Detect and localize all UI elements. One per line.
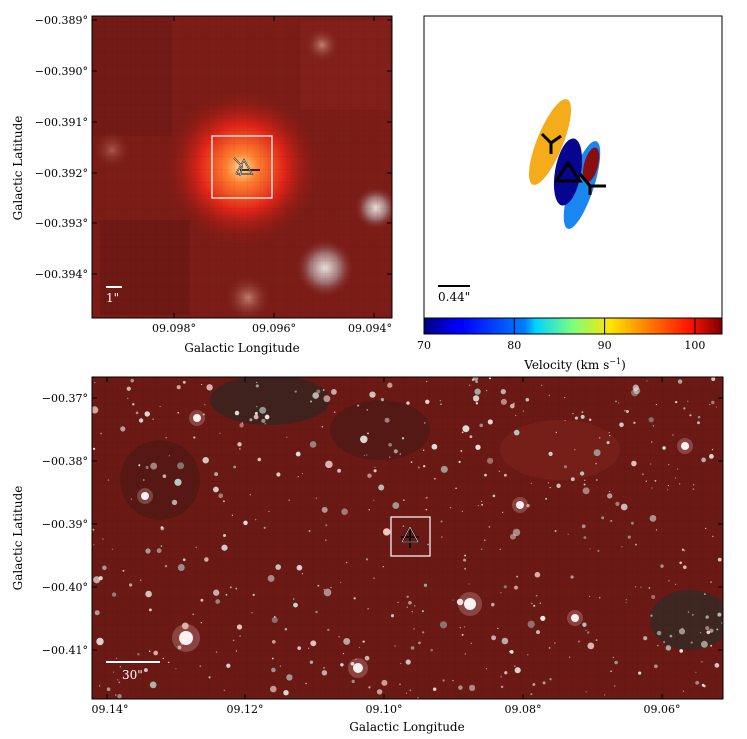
ellipse-darkred — [582, 147, 600, 183]
x-tick-label-a-1: 09.096° — [252, 322, 296, 335]
source-markers-b — [540, 132, 606, 195]
y-tick-label-a-2: −00.391° — [35, 116, 88, 129]
colorbar-ticks — [423, 318, 696, 334]
x-tick-label-a-0: 09.098° — [152, 322, 196, 335]
x-tick-label-c-2: 09.10° — [366, 703, 403, 716]
colorbar-tick-2: 90 — [598, 339, 612, 352]
y-tick-label-a-0: −00.389° — [35, 14, 88, 27]
scale-label-c: 30" — [122, 668, 143, 682]
y-tick-label-c-4: −00.41° — [42, 644, 88, 657]
x-tick-label-c-3: 09.08° — [505, 703, 542, 716]
y-axis-title-a: Galactic Latitude — [11, 116, 25, 221]
colorbar-tick-1: 80 — [507, 339, 521, 352]
x-tick-label-c-1: 09.12° — [227, 703, 264, 716]
colorbar-title: Velocity (km s−1) — [523, 357, 626, 372]
zoom-box-a — [211, 135, 273, 199]
y-tick-label-a-1: −00.390° — [35, 65, 88, 78]
panel-c-wide-field-image: 30" 09.14° 09.12° 09.10° 09.08° 09.06° −… — [11, 376, 724, 734]
colorbar-tick-3: 100 — [684, 339, 705, 352]
y-tick-label-c-2: −00.39° — [42, 518, 88, 531]
y-tick-label-c-1: −00.38° — [42, 455, 88, 468]
scale-label-a: 1" — [106, 291, 119, 305]
y-tick-label-c-0: −00.37° — [42, 392, 88, 405]
y-ticks-a — [92, 19, 392, 275]
x-ticks-a — [173, 16, 375, 318]
velocity-colorbar — [423, 317, 723, 335]
y-axis-title-c: Galactic Latitude — [11, 486, 25, 591]
panel-b-velocity-map: 0.44" 70 80 90 100 Velocity (km s−1) — [417, 15, 723, 372]
x-tick-label-a-2: 09.094° — [348, 322, 392, 335]
colorbar-tick-0: 70 — [417, 339, 431, 352]
zoom-box-c — [390, 516, 431, 557]
scale-label-b: 0.44" — [438, 290, 470, 304]
panel-a-zoom-image: 1" 09.098° 09.096° 09.094° −00.389° −00.… — [11, 14, 393, 355]
x-tick-label-c-4: 09.06° — [644, 703, 681, 716]
y-tick-label-a-3: −00.392° — [35, 167, 88, 180]
x-axis-title-a: Galactic Longitude — [184, 341, 299, 355]
y-ticks-c — [92, 397, 723, 651]
y-tick-label-c-3: −00.40° — [42, 581, 88, 594]
x-ticks-c — [106, 377, 663, 699]
ellipse-navy — [553, 138, 583, 206]
y-tick-label-a-5: −00.394° — [35, 268, 88, 281]
x-axis-title-c: Galactic Longitude — [349, 720, 464, 734]
y-tick-label-a-4: −00.393° — [35, 217, 88, 230]
x-tick-label-c-0: 09.14° — [92, 703, 129, 716]
